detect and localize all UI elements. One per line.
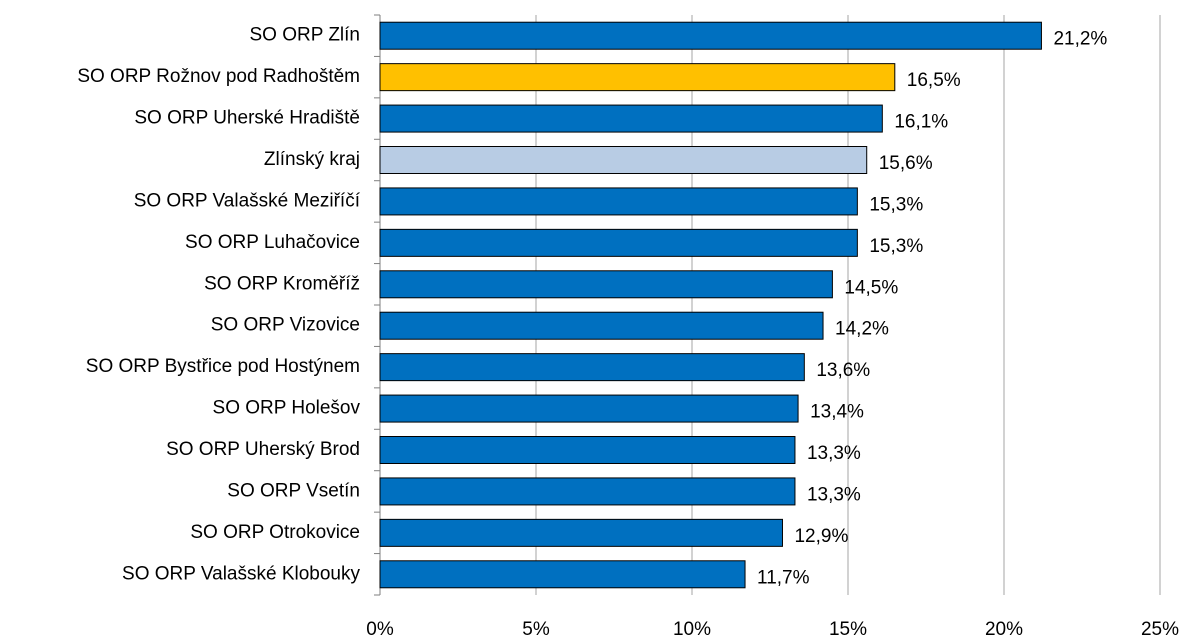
y-tick-label: SO ORP Otrokovice: [190, 522, 360, 543]
y-tick-label: SO ORP Uherské Hradiště: [134, 108, 360, 129]
x-tick-label: 15%: [829, 619, 867, 639]
value-label: 15,3%: [869, 236, 923, 257]
bar: [379, 228, 858, 257]
bar: [379, 436, 796, 464]
x-tick-label: 0%: [366, 619, 394, 639]
value-label: 11,7%: [757, 567, 810, 588]
value-label: 16,5%: [907, 70, 961, 91]
y-tick-label: SO ORP Valašské Klobouky: [122, 563, 360, 584]
y-tick-label: SO ORP Holešov: [213, 398, 361, 419]
bar: [379, 21, 1042, 50]
bar: [379, 394, 799, 423]
bar: [379, 187, 858, 216]
bar: [379, 477, 796, 506]
x-tick-label: 5%: [522, 619, 550, 639]
bar: [379, 560, 746, 589]
value-label: 13,3%: [807, 443, 861, 464]
value-label: 12,9%: [794, 526, 848, 547]
y-tick-label: SO ORP Luhačovice: [185, 232, 360, 253]
y-tick-label: SO ORP Bystřice pod Hostýnem: [86, 356, 360, 377]
value-label: 16,1%: [894, 112, 948, 133]
y-tick-label: SO ORP Kroměříž: [204, 273, 360, 294]
bar: [379, 270, 833, 299]
y-tick-label: SO ORP Valašské Meziříčí: [134, 190, 361, 211]
value-label: 21,2%: [1053, 29, 1107, 50]
y-tick-label: SO ORP Vizovice: [211, 315, 360, 336]
bar: [379, 311, 824, 340]
y-tick-label: SO ORP Uherský Brod: [166, 439, 360, 460]
value-label: 15,3%: [869, 194, 923, 215]
x-tick-label: 10%: [673, 619, 711, 639]
y-tick-label: SO ORP Vsetín: [227, 480, 360, 501]
value-label: 13,3%: [807, 484, 861, 505]
value-label: 15,6%: [879, 153, 933, 174]
y-tick-label: SO ORP Rožnov pod Radhoštěm: [77, 66, 360, 87]
bar: [379, 146, 868, 174]
value-label: 13,4%: [810, 402, 864, 423]
x-tick-label: 25%: [1141, 619, 1179, 639]
bar: [379, 518, 783, 547]
value-label: 14,2%: [835, 319, 889, 340]
bar: [379, 353, 805, 382]
bar: [379, 63, 896, 92]
y-tick-label: SO ORP Zlín: [249, 25, 360, 46]
y-tick-label: Zlínský kraj: [264, 149, 360, 170]
value-label: 13,6%: [816, 360, 870, 381]
value-label: 14,5%: [844, 277, 898, 298]
bar: [379, 104, 883, 133]
x-tick-label: 20%: [985, 619, 1023, 639]
